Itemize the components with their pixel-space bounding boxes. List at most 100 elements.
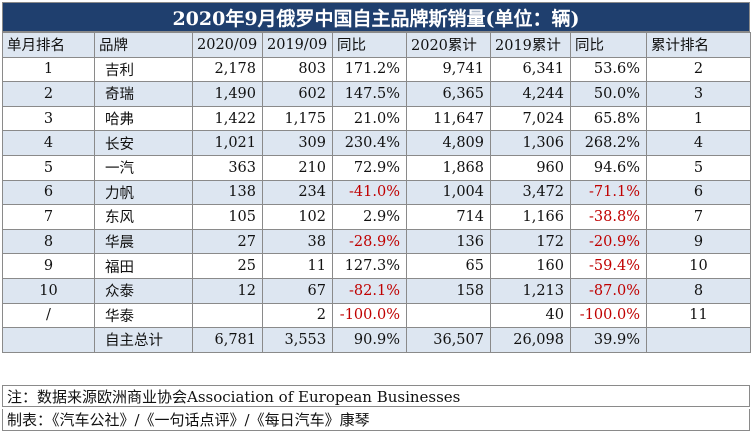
- yoy-cell: -82.1%: [332, 277, 407, 304]
- month-2019-cell: 309: [262, 130, 333, 156]
- cum-rank-cell: 6: [646, 179, 751, 206]
- cum-rank-cell: 8: [646, 277, 751, 304]
- rank-cell: 1: [2, 56, 95, 83]
- cum-2019-cell: 160: [490, 253, 571, 279]
- rank-cell: 8: [2, 228, 95, 255]
- table-row: / 华泰 2 -100.0% 40 -100.0% 11: [2, 302, 751, 329]
- month-2019-cell: 210: [262, 154, 333, 181]
- month-2020-cell: 363: [192, 154, 263, 181]
- cum-2019-cell: 7,024: [490, 105, 571, 132]
- cum-2020-cell: 11,647: [406, 105, 491, 132]
- cum-2019-cell: 3,472: [490, 179, 571, 206]
- column-header: 2019累计: [490, 32, 571, 58]
- cum-rank-cell: 1: [646, 105, 751, 132]
- brand-cell: 奇瑞: [94, 81, 193, 107]
- rank-cell: /: [2, 302, 95, 329]
- cum-yoy-cell: 94.6%: [570, 154, 647, 181]
- cum-yoy-cell: 65.8%: [570, 105, 647, 132]
- month-2019-cell: 234: [262, 179, 333, 206]
- cum-2020-cell: 6,365: [406, 81, 491, 107]
- cum-2020-cell: 4,809: [406, 130, 491, 156]
- cum-rank-cell: 2: [646, 56, 751, 83]
- month-2019-cell: 803: [262, 56, 333, 83]
- cum-2019-cell: 1,213: [490, 277, 571, 304]
- cum-rank-cell: 11: [646, 302, 751, 329]
- month-2019-cell: 102: [262, 204, 333, 230]
- month-2019-cell: 602: [262, 81, 333, 107]
- table-row: 10 众泰 12 67 -82.1% 158 1,213 -87.0% 8: [2, 277, 751, 304]
- column-header: 2020/09: [192, 32, 263, 58]
- table-row: 6 力帆 138 234 -41.0% 1,004 3,472 -71.1% 6: [2, 179, 751, 206]
- rank-cell: 4: [2, 130, 95, 156]
- cum-rank-cell: [646, 327, 751, 353]
- cum-yoy-cell: 53.6%: [570, 56, 647, 83]
- cum-2019-cell: 1,306: [490, 130, 571, 156]
- table-row: 3 哈弗 1,422 1,175 21.0% 11,647 7,024 65.8% 1: [2, 105, 751, 132]
- yoy-cell: 230.4%: [332, 130, 407, 156]
- month-2020-cell: 2,178: [192, 56, 263, 83]
- table-row: 自主总计 6,781 3,553 90.9% 36,507 26,098 39.9%: [2, 327, 751, 353]
- month-2020-cell: 27: [192, 228, 263, 255]
- table-row: 8 华晨 27 38 -28.9% 136 172 -20.9% 9: [2, 228, 751, 255]
- brand-cell: 众泰: [94, 277, 193, 304]
- cum-yoy-cell: 50.0%: [570, 81, 647, 107]
- cum-2020-cell: 158: [406, 277, 491, 304]
- column-header: 同比: [570, 32, 647, 58]
- month-2019-cell: 38: [262, 228, 333, 255]
- brand-cell: 东风: [94, 204, 193, 230]
- cum-yoy-cell: -87.0%: [570, 277, 647, 304]
- month-2020-cell: 105: [192, 204, 263, 230]
- month-2020-cell: 12: [192, 277, 263, 304]
- cum-2019-cell: 6,341: [490, 56, 571, 83]
- brand-cell: 力帆: [94, 179, 193, 206]
- yoy-cell: 2.9%: [332, 204, 407, 230]
- month-2019-cell: 2: [262, 302, 333, 329]
- cum-2019-cell: 960: [490, 154, 571, 181]
- column-header: 同比: [332, 32, 407, 58]
- yoy-cell: -100.0%: [332, 302, 407, 329]
- cum-2020-cell: 1,868: [406, 154, 491, 181]
- table-row: 5 一汽 363 210 72.9% 1,868 960 94.6% 5: [2, 154, 751, 181]
- month-2019-cell: 1,175: [262, 105, 333, 132]
- table-row: 9 福田 25 11 127.3% 65 160 -59.4% 10: [2, 253, 751, 279]
- cum-yoy-cell: -71.1%: [570, 179, 647, 206]
- rank-cell: 6: [2, 179, 95, 206]
- column-header: 品牌: [94, 32, 193, 58]
- yoy-cell: -28.9%: [332, 228, 407, 255]
- sales-table: 单月排名 品牌 2020/09 2019/09 同比 2020累计 2019累计…: [2, 32, 751, 353]
- rank-cell: 3: [2, 105, 95, 132]
- cum-2019-cell: 26,098: [490, 327, 571, 353]
- cum-2020-cell: 136: [406, 228, 491, 255]
- cum-2019-cell: 4,244: [490, 81, 571, 107]
- month-2020-cell: 138: [192, 179, 263, 206]
- cum-yoy-cell: -20.9%: [570, 228, 647, 255]
- cum-2020-cell: 65: [406, 253, 491, 279]
- source-note: 注：数据来源欧洲商业协会Association of European Busi…: [2, 385, 750, 407]
- cum-2019-cell: 40: [490, 302, 571, 329]
- cum-rank-cell: 5: [646, 154, 751, 181]
- table-row: 7 东风 105 102 2.9% 714 1,166 -38.8% 7: [2, 204, 751, 230]
- cum-rank-cell: 7: [646, 204, 751, 230]
- cum-2020-cell: 714: [406, 204, 491, 230]
- yoy-cell: 90.9%: [332, 327, 407, 353]
- rank-cell: 5: [2, 154, 95, 181]
- yoy-cell: 21.0%: [332, 105, 407, 132]
- month-2020-cell: 1,021: [192, 130, 263, 156]
- cum-2020-cell: 36,507: [406, 327, 491, 353]
- table-row: 1 吉利 2,178 803 171.2% 9,741 6,341 53.6% 2: [2, 56, 751, 83]
- header-row: 单月排名 品牌 2020/09 2019/09 同比 2020累计 2019累计…: [2, 32, 751, 58]
- brand-cell: 福田: [94, 253, 193, 279]
- yoy-cell: -41.0%: [332, 179, 407, 206]
- brand-cell: 长安: [94, 130, 193, 156]
- table-row: 2 奇瑞 1,490 602 147.5% 6,365 4,244 50.0% 3: [2, 81, 751, 107]
- cum-2020-cell: [406, 302, 491, 329]
- yoy-cell: 171.2%: [332, 56, 407, 83]
- month-2019-cell: 67: [262, 277, 333, 304]
- yoy-cell: 127.3%: [332, 253, 407, 279]
- brand-cell: 华泰: [94, 302, 193, 329]
- month-2019-cell: 11: [262, 253, 333, 279]
- cum-rank-cell: 3: [646, 81, 751, 107]
- brand-cell: 一汽: [94, 154, 193, 181]
- cum-2019-cell: 1,166: [490, 204, 571, 230]
- cum-yoy-cell: -59.4%: [570, 253, 647, 279]
